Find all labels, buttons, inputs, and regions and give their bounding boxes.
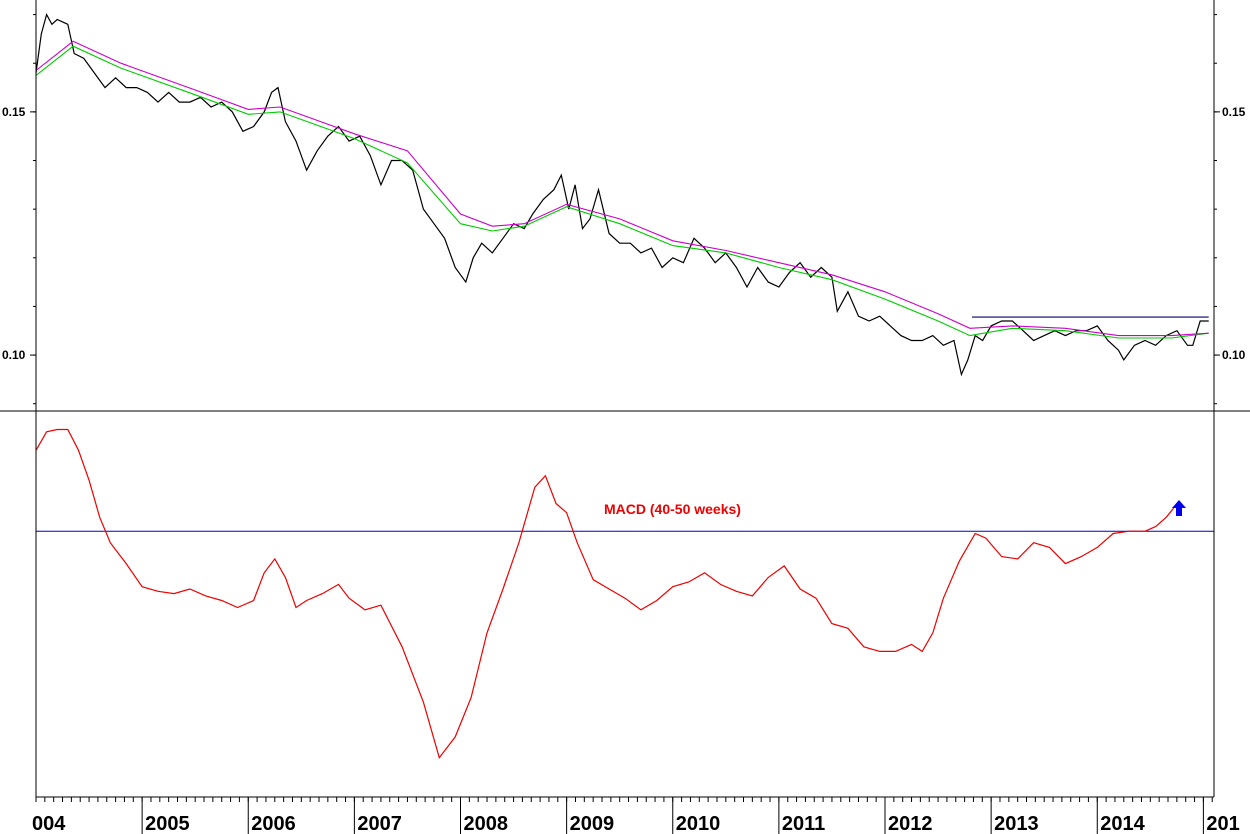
x-year-label: 2010: [676, 813, 721, 834]
x-year-label: 2014: [1100, 813, 1145, 834]
price-series-line-2: [35, 40, 1209, 337]
x-year-label: 2006: [251, 813, 296, 834]
price-series-line-0: [35, 13, 1209, 377]
x-axis: 004 2005 2006 2007 2008 2009 2010 2011 2012 2013 2…: [32, 797, 1240, 834]
y-tick-label-right: 0.15: [1222, 105, 1246, 119]
x-year-label: 2012: [888, 813, 933, 834]
price-series-line-1: [35, 45, 1209, 339]
price-panel: 0.10 0.10 0.15 0.15: [2, 13, 1246, 405]
x-year-label: 2008: [464, 813, 509, 834]
x-year-label: 2005: [145, 813, 190, 834]
x-year-label: 2011: [782, 813, 825, 834]
x-year-label: 201: [1206, 813, 1239, 834]
y-tick-label-right: 0.10: [1222, 348, 1246, 362]
y-tick-label-left: 0.10: [2, 348, 26, 362]
macd-annotation: MACD (40-50 weeks): [604, 501, 741, 517]
x-year-label: 2007: [357, 813, 402, 834]
macd-panel: MACD (40-50 weeks): [35, 428, 1214, 760]
x-year-label: 2013: [994, 813, 1039, 834]
macd-line: [35, 428, 1175, 760]
x-year-label: 2009: [570, 813, 615, 834]
y-tick-label-left: 0.15: [2, 105, 26, 119]
signal-up-arrow-icon: [1172, 500, 1186, 516]
x-year-label: 004: [32, 813, 66, 834]
chart-frame: [0, 0, 1250, 798]
